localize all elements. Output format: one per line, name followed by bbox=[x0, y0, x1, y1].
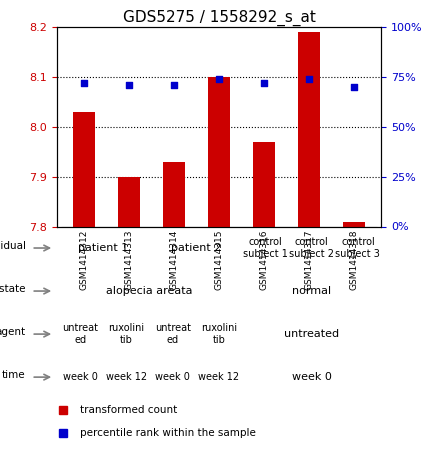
Bar bbox=[343, 222, 365, 226]
Point bbox=[350, 83, 357, 91]
Text: control
subject 2: control subject 2 bbox=[289, 237, 334, 259]
Bar bbox=[298, 32, 320, 226]
Text: week 12: week 12 bbox=[106, 372, 147, 382]
Text: week 0: week 0 bbox=[292, 372, 332, 382]
Text: time: time bbox=[2, 370, 25, 380]
Text: untreat
ed: untreat ed bbox=[62, 323, 98, 345]
Bar bbox=[163, 162, 185, 226]
Text: week 0: week 0 bbox=[155, 372, 190, 382]
Title: GDS5275 / 1558292_s_at: GDS5275 / 1558292_s_at bbox=[123, 10, 315, 26]
Point bbox=[306, 75, 313, 82]
Text: untreat
ed: untreat ed bbox=[155, 323, 191, 345]
Point bbox=[215, 75, 223, 82]
Point bbox=[81, 79, 88, 87]
Text: normal: normal bbox=[292, 286, 331, 296]
Bar bbox=[253, 142, 275, 226]
Point bbox=[261, 79, 268, 87]
Text: disease state: disease state bbox=[0, 284, 25, 294]
Text: percentile rank within the sample: percentile rank within the sample bbox=[80, 428, 255, 438]
Text: control
subject 1: control subject 1 bbox=[243, 237, 288, 259]
Text: ruxolini
tib: ruxolini tib bbox=[108, 323, 145, 345]
Text: untreated: untreated bbox=[284, 329, 339, 339]
Text: agent: agent bbox=[0, 327, 25, 337]
Bar bbox=[118, 177, 140, 226]
Text: patient 2: patient 2 bbox=[171, 243, 221, 253]
Text: individual: individual bbox=[0, 241, 25, 251]
Text: patient 1: patient 1 bbox=[78, 243, 128, 253]
Point bbox=[170, 82, 177, 89]
Text: alopecia areata: alopecia areata bbox=[106, 286, 193, 296]
Text: control
subject 3: control subject 3 bbox=[336, 237, 380, 259]
Text: transformed count: transformed count bbox=[80, 405, 177, 415]
Text: ruxolini
tib: ruxolini tib bbox=[201, 323, 237, 345]
Bar bbox=[208, 77, 230, 226]
Text: week 0: week 0 bbox=[63, 372, 98, 382]
Text: week 12: week 12 bbox=[198, 372, 240, 382]
Bar bbox=[73, 112, 95, 226]
Point bbox=[125, 82, 132, 89]
